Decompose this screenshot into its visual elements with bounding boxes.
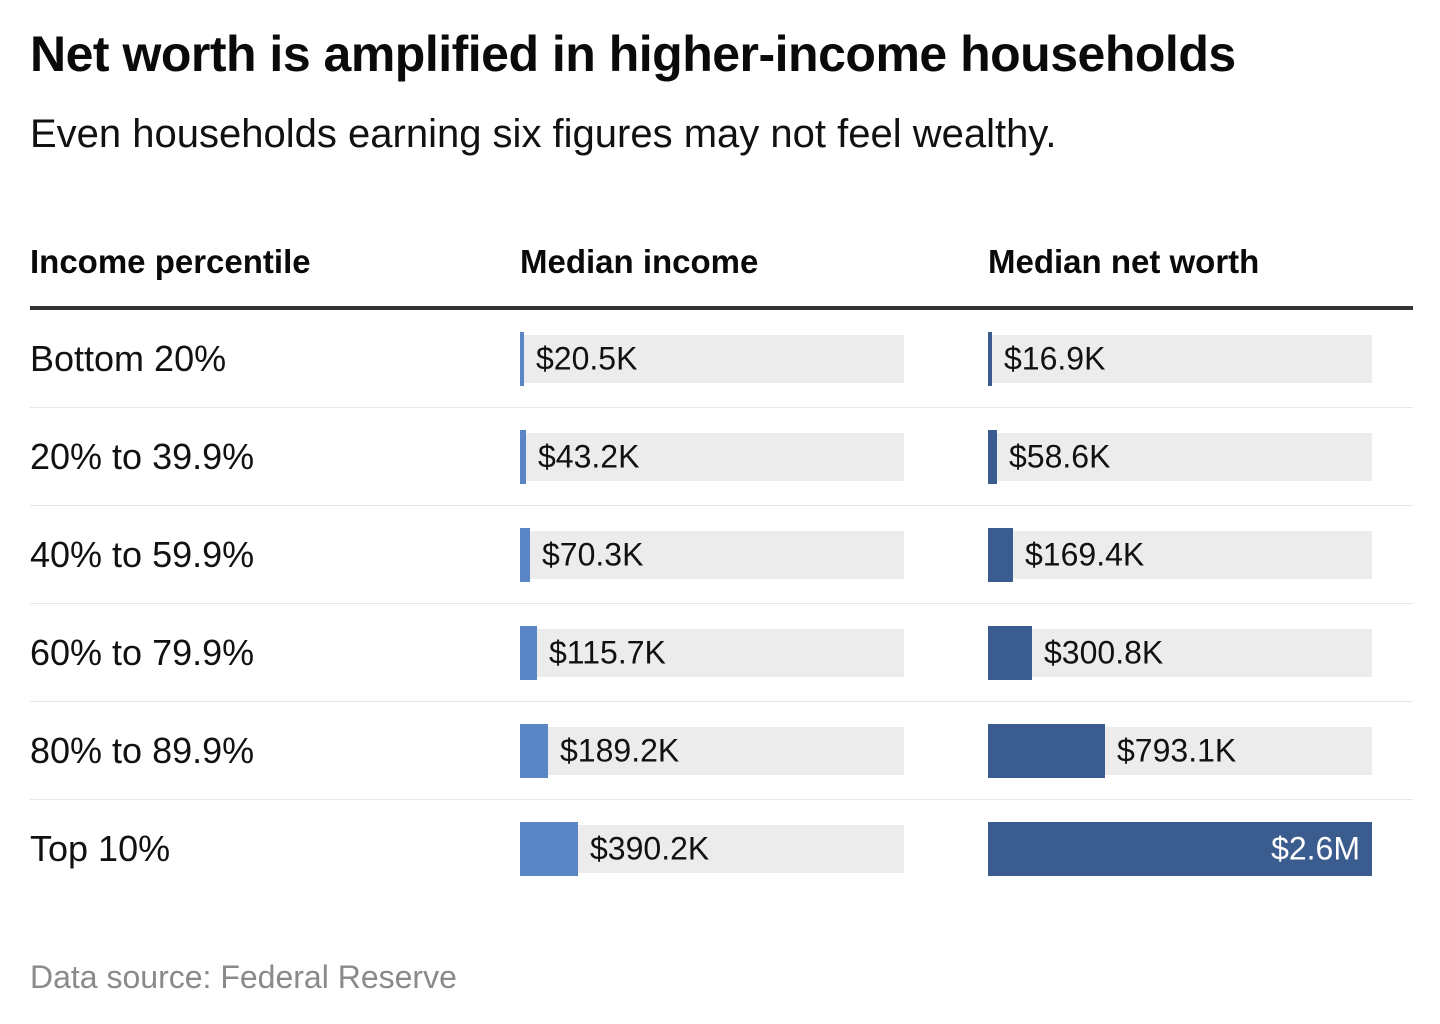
table-row: Top 10% $390.2K $2.6M xyxy=(30,800,1413,898)
networth-bar-value: $2.6M xyxy=(1271,830,1360,867)
networth-bar xyxy=(988,331,992,386)
networth-bar-value: $300.8K xyxy=(1044,634,1164,670)
income-bar-value: $43.2K xyxy=(538,438,640,474)
income-bar-value: $115.7K xyxy=(549,634,666,670)
income-bar xyxy=(520,822,578,876)
row-category-label: 20% to 39.9% xyxy=(30,435,255,477)
networth-bar xyxy=(988,527,1013,582)
networth-bar-value: $169.4K xyxy=(1025,536,1145,572)
networth-bar-track: $16.9K xyxy=(988,331,1372,386)
column-header-income-percentile: Income percentile xyxy=(30,243,311,280)
row-category-label: 80% to 89.9% xyxy=(30,729,255,771)
networth-bar xyxy=(988,723,1105,778)
income-bar xyxy=(520,625,537,680)
income-bar-value: $70.3K xyxy=(542,536,644,572)
table-row: 20% to 39.9% $43.2K $58.6K xyxy=(30,408,1413,506)
income-bar-track: $189.2K xyxy=(520,723,904,778)
networth-bar-value: $58.6K xyxy=(1009,438,1111,474)
networth-bar-track: $169.4K xyxy=(988,527,1372,582)
networth-bar xyxy=(988,429,997,484)
table-header-row: Income percentile Median income Median n… xyxy=(30,236,1413,310)
chart-page: Net worth is amplified in higher-income … xyxy=(30,26,1413,995)
income-bar xyxy=(520,331,524,386)
table-row: 40% to 59.9% $70.3K $169.4K xyxy=(30,506,1413,604)
networth-bar xyxy=(988,822,1372,876)
table-row: Bottom 20% $20.5K $16.9K xyxy=(30,310,1413,408)
income-bar-track: $70.3K xyxy=(520,527,904,582)
chart-title: Net worth is amplified in higher-income … xyxy=(30,26,1236,82)
column-header-median-income: Median income xyxy=(520,243,759,280)
chart-subtitle: Even households earning six figures may … xyxy=(30,112,1057,156)
networth-bar-value: $16.9K xyxy=(1004,340,1106,376)
networth-bar-track: $300.8K xyxy=(988,625,1372,680)
row-category-label: 60% to 79.9% xyxy=(30,631,255,673)
networth-bar-track: $2.6M xyxy=(988,822,1372,876)
income-bar-track: $20.5K xyxy=(520,331,904,386)
income-bar xyxy=(520,527,530,582)
networth-bar-track: $793.1K xyxy=(988,723,1372,778)
income-bar-track: $115.7K xyxy=(520,625,904,680)
row-category-label: 40% to 59.9% xyxy=(30,533,255,575)
table-row: 80% to 89.9% $189.2K $793.1K xyxy=(30,702,1413,800)
income-bar-value: $189.2K xyxy=(560,732,680,768)
income-bar-track: $390.2K xyxy=(520,822,904,876)
income-bar xyxy=(520,723,548,778)
column-header-median-net-worth: Median net worth xyxy=(988,243,1260,280)
networth-bar-value: $793.1K xyxy=(1117,732,1237,768)
row-category-label: Top 10% xyxy=(30,828,171,869)
income-bar xyxy=(520,429,526,484)
networth-bar xyxy=(988,625,1032,680)
income-bar-track: $43.2K xyxy=(520,429,904,484)
networth-bar-track: $58.6K xyxy=(988,429,1372,484)
row-category-label: Bottom 20% xyxy=(30,337,227,379)
income-bar-value: $20.5K xyxy=(536,340,638,376)
data-source-note: Data source: Federal Reserve xyxy=(30,959,457,995)
table-row: 60% to 79.9% $115.7K $300.8K xyxy=(30,604,1413,702)
income-bar-value: $390.2K xyxy=(590,830,710,867)
